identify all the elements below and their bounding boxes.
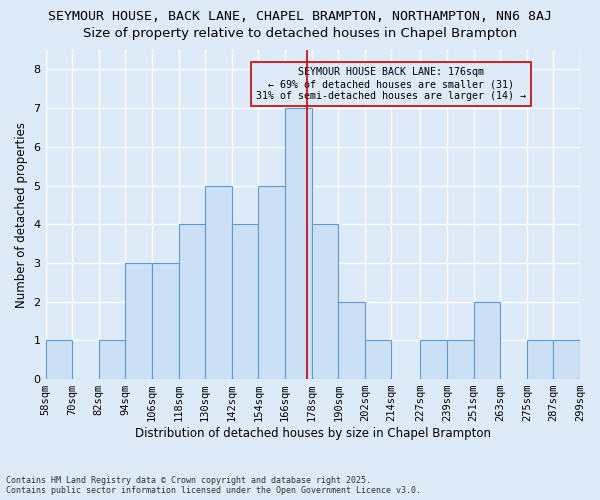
Bar <box>527 340 553 379</box>
Bar <box>365 340 391 379</box>
Bar <box>99 340 125 379</box>
Bar <box>259 186 285 379</box>
Bar <box>473 302 500 379</box>
Bar <box>553 340 580 379</box>
Bar <box>285 108 311 379</box>
Bar <box>152 263 179 379</box>
Text: SEYMOUR HOUSE BACK LANE: 176sqm
← 69% of detached houses are smaller (31)
31% of: SEYMOUR HOUSE BACK LANE: 176sqm ← 69% of… <box>256 68 526 100</box>
Bar <box>421 340 447 379</box>
Bar <box>232 224 259 379</box>
Y-axis label: Number of detached properties: Number of detached properties <box>15 122 28 308</box>
Bar <box>338 302 365 379</box>
Bar <box>311 224 338 379</box>
Bar <box>179 224 205 379</box>
X-axis label: Distribution of detached houses by size in Chapel Brampton: Distribution of detached houses by size … <box>135 427 491 440</box>
Text: Contains HM Land Registry data © Crown copyright and database right 2025.
Contai: Contains HM Land Registry data © Crown c… <box>6 476 421 495</box>
Bar <box>46 340 72 379</box>
Bar <box>125 263 152 379</box>
Bar <box>447 340 473 379</box>
Text: Size of property relative to detached houses in Chapel Brampton: Size of property relative to detached ho… <box>83 28 517 40</box>
Bar <box>205 186 232 379</box>
Text: SEYMOUR HOUSE, BACK LANE, CHAPEL BRAMPTON, NORTHAMPTON, NN6 8AJ: SEYMOUR HOUSE, BACK LANE, CHAPEL BRAMPTO… <box>48 10 552 23</box>
